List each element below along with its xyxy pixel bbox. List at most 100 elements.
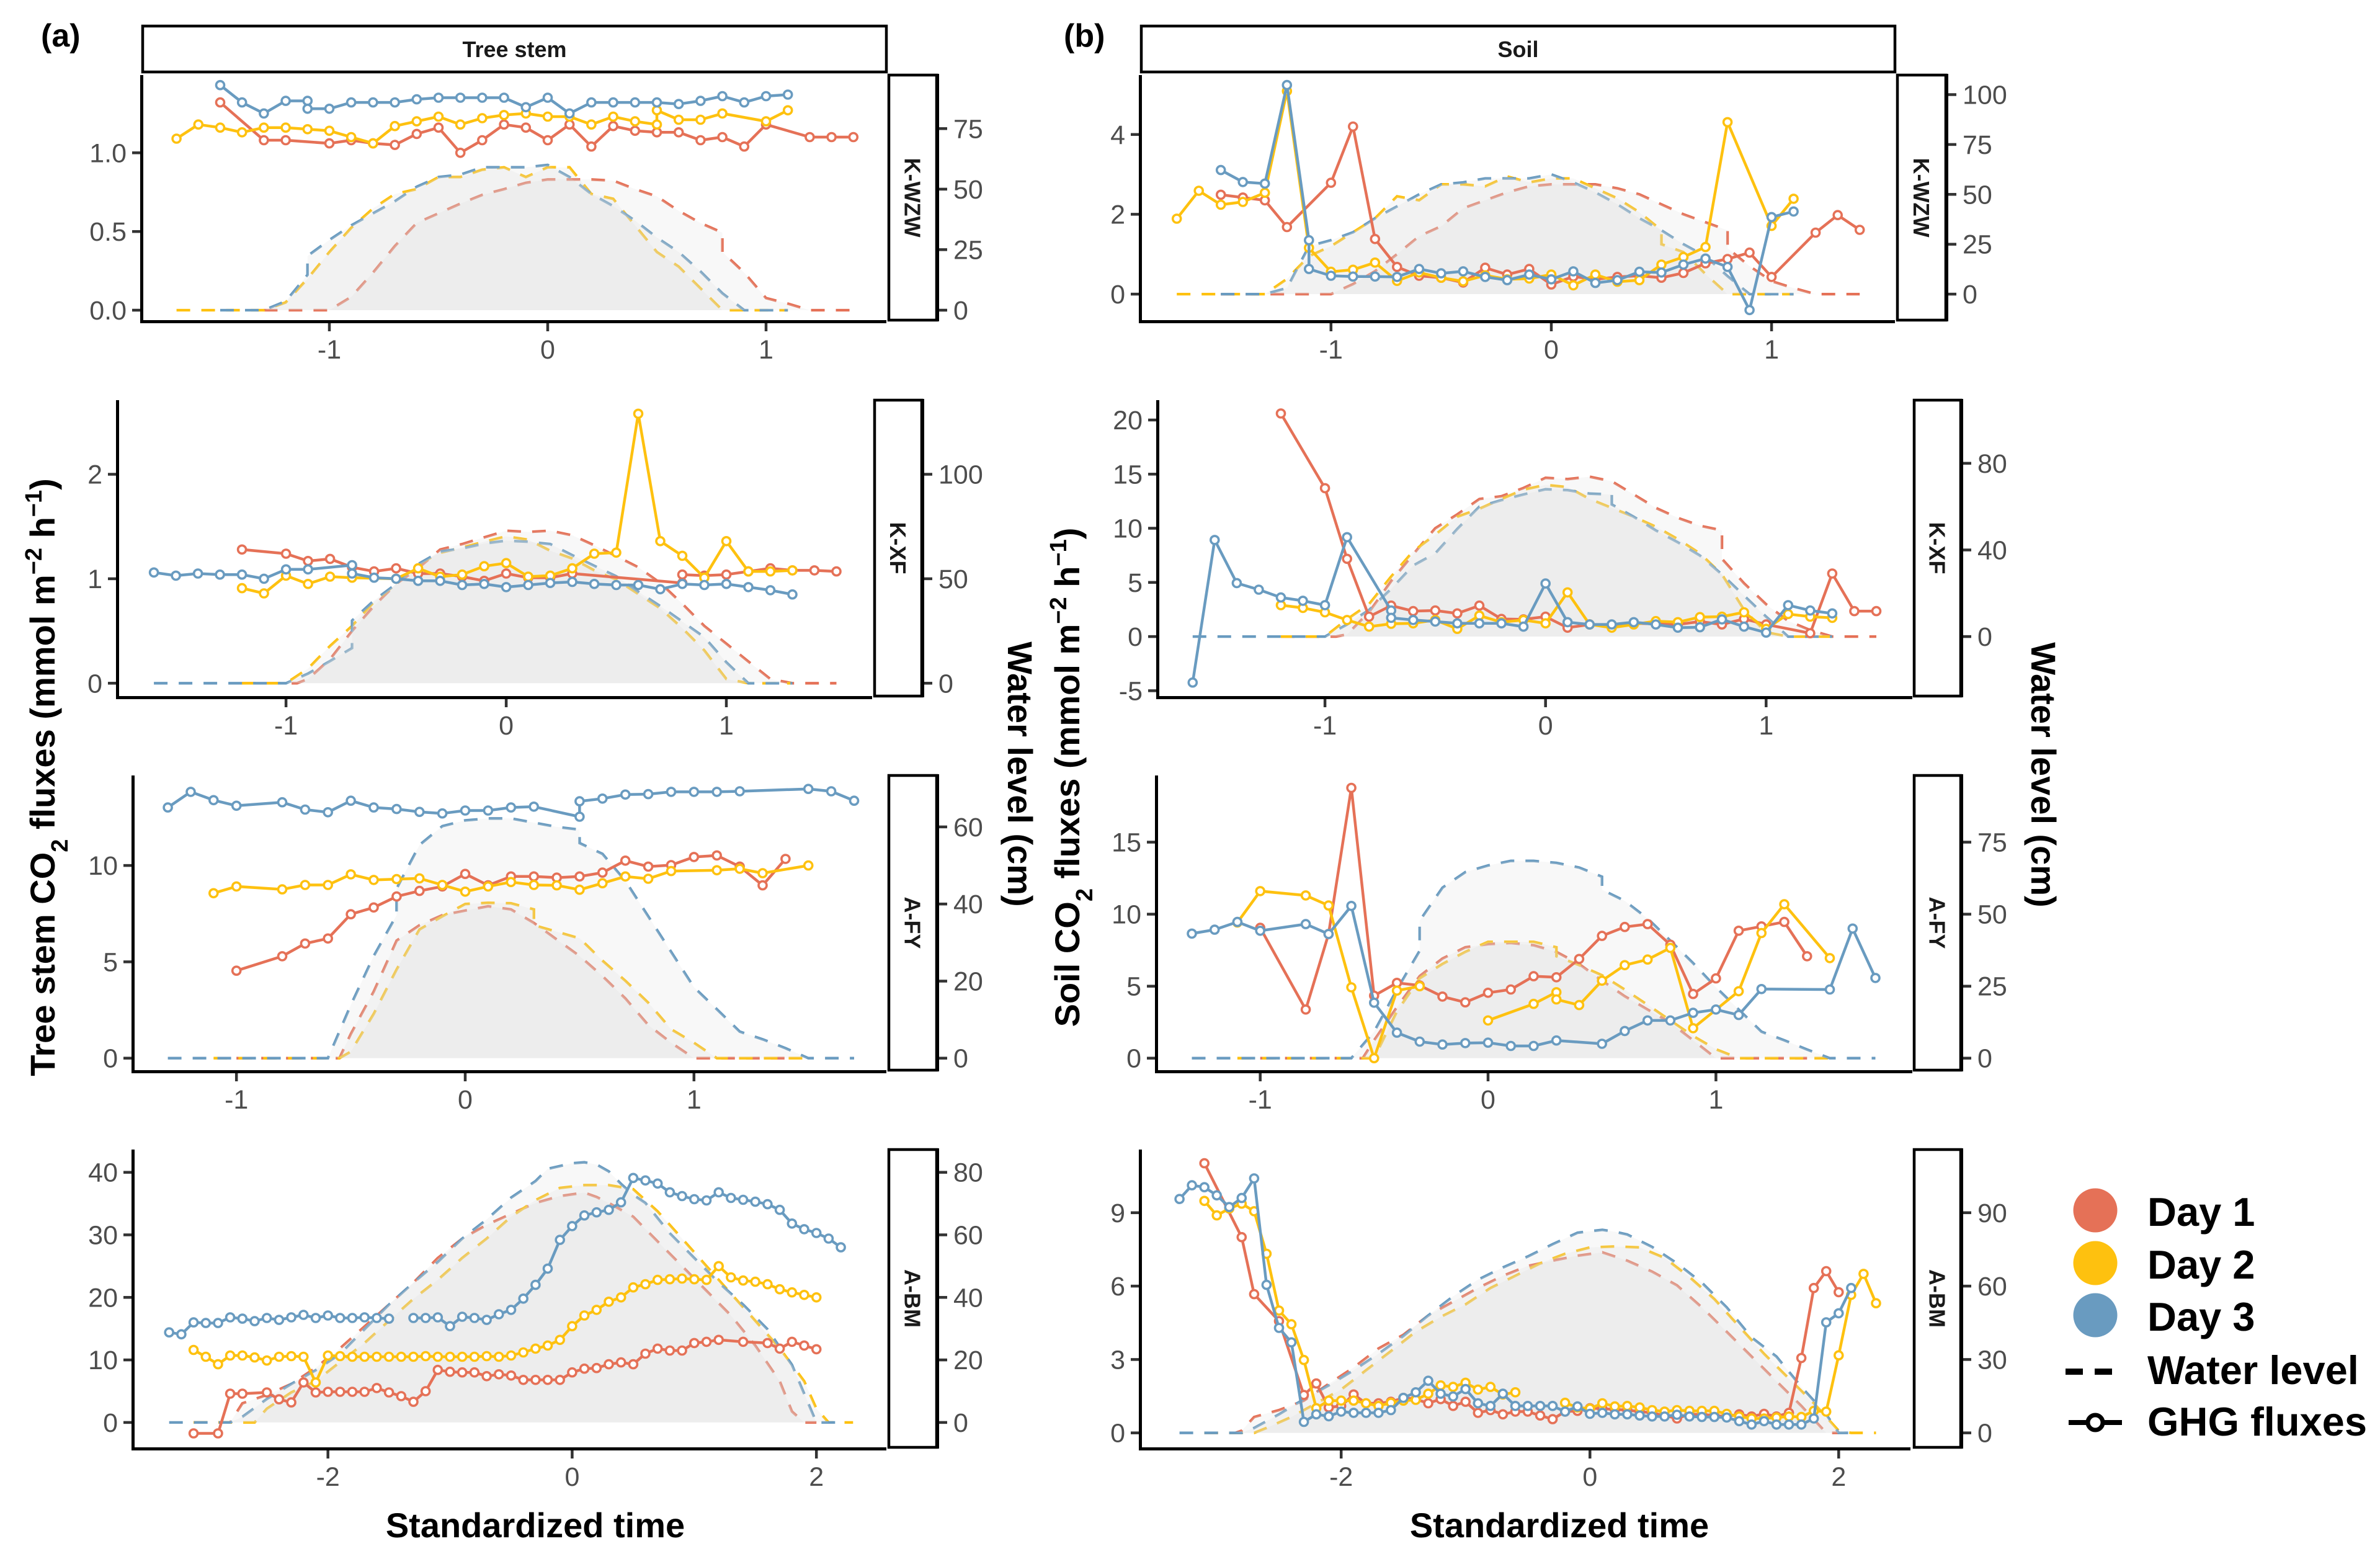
water-level-line-day-1	[1204, 1251, 1839, 1434]
flux-point	[787, 1336, 798, 1347]
flux-point	[433, 111, 444, 122]
y2-tick-label: 40	[953, 1283, 983, 1313]
flux-point	[390, 140, 400, 150]
flux-point	[591, 1362, 602, 1374]
flux-point	[1496, 618, 1507, 629]
flux-point	[677, 1190, 687, 1202]
flux-point	[1590, 269, 1601, 280]
flux-point	[739, 141, 750, 152]
flux-point	[628, 1359, 639, 1370]
flux-point	[391, 803, 402, 815]
flux-point	[460, 887, 471, 897]
title-superscript: −2	[21, 548, 47, 574]
flux-point	[640, 1279, 651, 1290]
flux-point	[1398, 1393, 1409, 1403]
flux-point	[567, 1321, 577, 1331]
row-strip-label: K-WZW	[900, 158, 925, 238]
flux-point	[1474, 600, 1485, 611]
flux-point	[695, 135, 706, 146]
flux-point	[1849, 605, 1860, 617]
water-level-area-day-1	[194, 1192, 817, 1423]
x-tick-label: 0	[1582, 1462, 1597, 1492]
flux-point	[213, 1318, 223, 1328]
flux-point	[1758, 1416, 1770, 1427]
y-tick-label: 1	[87, 565, 102, 594]
flux-point	[1448, 1401, 1458, 1411]
flux-point	[695, 96, 706, 106]
flux-point	[368, 138, 378, 149]
flux-point	[1642, 954, 1653, 965]
x-tick-label: -1	[1319, 335, 1343, 365]
title-part: fluxes (mmol m	[23, 574, 62, 839]
panel-soil-k-xf: -1 0 1 -5 0 5 10 15 20 K-XF 0 40 80	[1113, 398, 2007, 741]
y2-tick-label: 60	[953, 1221, 983, 1251]
panel-soil-a-bm: -2 0 2 0 3 6 9 A-BM 0 30 60 90	[1110, 1148, 2007, 1492]
flux-point	[651, 119, 662, 130]
flux-point	[1796, 1352, 1807, 1364]
flux-line-day-1	[1259, 786, 1809, 1011]
flux-point	[1298, 1354, 1309, 1365]
flux-point	[1733, 1009, 1744, 1021]
row-strip-label: A-FY	[900, 897, 925, 949]
flux-point	[615, 1197, 626, 1208]
y2-tick-label: 0	[1963, 280, 1977, 310]
flux-point	[831, 566, 842, 577]
flux-point	[1342, 532, 1352, 543]
flux-point	[372, 1313, 382, 1323]
flux-point	[1215, 199, 1226, 210]
y-tick-label: 15	[1113, 460, 1143, 489]
column-strip-label: Soil	[1497, 37, 1538, 62]
flux-point	[1535, 1410, 1546, 1421]
flux-point	[1430, 616, 1441, 627]
flux-point	[477, 135, 488, 146]
flux-point	[1473, 1408, 1484, 1418]
water-level-area-day-2	[213, 903, 809, 1058]
flux-point	[1744, 305, 1755, 316]
y-tick-label: 2	[87, 460, 102, 490]
flux-point	[1174, 1194, 1185, 1204]
flux-point	[620, 789, 631, 800]
flux-point	[1392, 261, 1402, 272]
flux-point	[713, 1261, 724, 1272]
flux-point	[608, 120, 618, 132]
flux-point	[1788, 206, 1799, 217]
y-tick-label: 3	[1110, 1345, 1125, 1375]
y2-tick-label: 60	[953, 813, 983, 842]
flux-point	[689, 1274, 700, 1285]
flux-point	[359, 1312, 370, 1323]
flux-point	[530, 1375, 541, 1385]
flux-point	[589, 578, 600, 589]
water-level-area-day-3	[1179, 1230, 1852, 1433]
row-strip-box	[1912, 774, 1963, 1072]
flux-point	[261, 1355, 272, 1366]
flux-line-day-3	[1220, 83, 1794, 312]
flux-point	[597, 793, 608, 804]
flux-point	[640, 1348, 651, 1359]
flux-point	[1199, 1158, 1210, 1169]
flux-point	[334, 1313, 345, 1323]
flux-point	[604, 1297, 614, 1307]
flux-point	[213, 1428, 223, 1439]
water-level-area-day-1	[264, 179, 854, 310]
flux-point	[620, 871, 631, 882]
flux-point	[530, 1343, 541, 1354]
water-level-area-day-1	[236, 906, 786, 1058]
flux-point	[1551, 972, 1562, 983]
soil-water-level-axis-title: Water level (cm)	[2024, 642, 2063, 907]
flux-point	[437, 808, 448, 819]
flux-point	[1435, 1380, 1446, 1391]
flux-point	[302, 124, 313, 135]
y2-tick-label: 0	[938, 669, 953, 699]
flux-point	[1460, 1383, 1471, 1395]
flux-point	[1209, 924, 1220, 935]
flux-point	[1584, 619, 1595, 630]
flux-point	[1590, 277, 1601, 288]
flux-point	[1460, 1396, 1471, 1407]
flux-point	[579, 1363, 590, 1374]
flux-point	[1319, 483, 1330, 494]
flux-point	[1348, 1408, 1359, 1418]
flux-point	[261, 1387, 272, 1398]
row-strip-label: K-XF	[885, 522, 911, 574]
flux-point	[1716, 614, 1727, 625]
